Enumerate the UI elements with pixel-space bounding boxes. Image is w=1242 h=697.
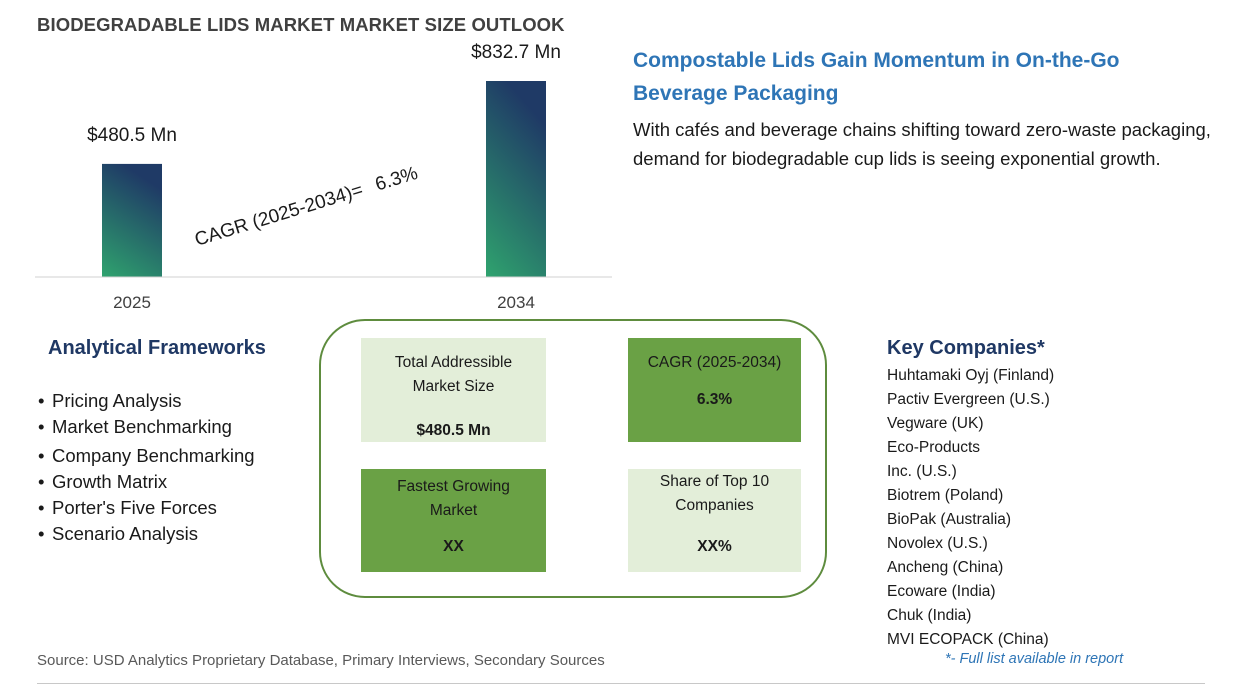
bar-2034: [486, 81, 546, 277]
market-size-chart: $480.5 Mn 2025 $832.7 Mn 2034 CAGR (2025-20…: [35, 42, 612, 312]
metric-tile-top10-share: Share of Top 10 Companies XX%: [628, 469, 801, 572]
list-item: Pactiv Evergreen (U.S.): [887, 391, 1050, 408]
list-item: BioPak (Australia): [887, 511, 1012, 528]
list-item: • Market Benchmarking: [38, 414, 255, 440]
x-tick-label-2034: 2034: [497, 293, 535, 312]
headline: Compostable Lids Gain Momentum in On-the…: [633, 49, 1120, 105]
metric-value: $480.5 Mn: [416, 422, 491, 439]
metric-tile-tam: Total Addressible Market Size $480.5 Mn: [361, 338, 546, 442]
bullet-icon: •: [38, 416, 45, 437]
bullet-icon: •: [38, 390, 45, 411]
list-item: • Scenario Analysis: [38, 521, 255, 547]
data-label-2034: $832.7 Mn: [471, 42, 561, 63]
bottom-divider: [37, 683, 1205, 684]
bullet-icon: •: [38, 497, 45, 518]
list-item: • Growth Matrix: [38, 469, 255, 495]
list-item: Chuk (India): [887, 607, 972, 624]
metric-label: Share of Top 10 Companies: [659, 473, 770, 514]
companies-footnote: *- Full list available in report: [945, 651, 1124, 667]
metric-label: CAGR (2025-2034): [647, 354, 782, 371]
list-item: MVI ECOPACK (China): [887, 631, 1049, 648]
metric-label: Fastest Growing Market: [397, 478, 510, 519]
source-note: Source: USD Analytics Proprietary Databa…: [37, 652, 605, 669]
x-tick-label-2025: 2025: [113, 293, 151, 312]
list-item: Ancheng (China): [887, 559, 1004, 576]
list-item: • Porter's Five Forces: [38, 495, 255, 521]
cagr-annotation-label: CAGR (2025-2034)=: [192, 180, 365, 251]
metric-tile-cagr: CAGR (2025-2034) 6.3%: [628, 338, 801, 442]
bullet-icon: •: [38, 471, 45, 492]
list-item: Vegware (UK): [887, 415, 984, 432]
list-item: • Company Benchmarking: [38, 443, 255, 469]
metric-label: Total Addressible Market Size: [394, 354, 513, 395]
list-item: Biotrem (Poland): [887, 487, 1004, 504]
list-item: Eco-Products: [887, 439, 981, 456]
metrics-panel: [319, 319, 827, 598]
bullet-icon: •: [38, 445, 45, 466]
data-label-2025: $480.5 Mn: [87, 125, 177, 146]
frameworks-list: • Pricing Analysis • Market Benchmarking •…: [38, 388, 255, 547]
companies-list: Huhtamaki Oyj (Finland) Pactiv Evergreen…: [887, 364, 1054, 652]
headline-description: With cafés and beverage chains shifting …: [633, 119, 1211, 169]
list-item: Ecoware (India): [887, 583, 996, 600]
companies-heading: Key Companies*: [887, 337, 1045, 359]
cagr-annotation: CAGR (2025-2034)=6.3%: [192, 163, 420, 251]
bar-2025: [102, 163, 162, 277]
metric-value: 6.3%: [696, 391, 733, 408]
frameworks-heading: Analytical Frameworks: [48, 337, 266, 359]
cagr-annotation-value: 6.3%: [373, 163, 421, 196]
bullet-icon: •: [38, 523, 45, 544]
metric-value: XX: [443, 538, 464, 555]
metric-tile-fastest-growing: Fastest Growing Market XX: [361, 469, 546, 572]
list-item: Inc. (U.S.): [887, 463, 957, 480]
metric-value: XX%: [697, 538, 732, 555]
list-item: • Pricing Analysis: [38, 388, 255, 414]
page-title: BIODEGRADABLE LIDS MARKET MARKET SIZE OU…: [37, 14, 565, 35]
list-item: Huhtamaki Oyj (Finland): [887, 367, 1055, 384]
list-item: Novolex (U.S.): [887, 535, 988, 552]
